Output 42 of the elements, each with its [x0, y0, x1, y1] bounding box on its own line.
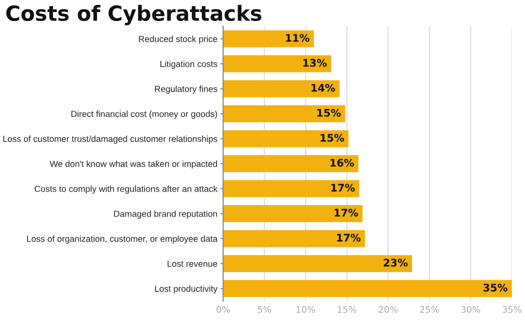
data-label: 23% — [384, 258, 408, 267]
data-label: 17% — [331, 184, 355, 192]
data-label: 17% — [334, 208, 358, 217]
x-tick-label: 30% — [461, 306, 480, 313]
chart-title: Costs of Cyberattacks — [6, 4, 262, 26]
bar — [223, 105, 346, 122]
y-tick-label: Loss of organization, customer, or employee data — [27, 235, 218, 244]
data-label: 35% — [484, 284, 508, 292]
y-tick-label: Litigation costs — [160, 60, 218, 69]
bar — [223, 155, 358, 172]
x-tick-label: 25% — [420, 306, 439, 313]
bar — [223, 205, 363, 222]
bar — [223, 255, 412, 272]
x-tick-label: 0% — [216, 306, 230, 313]
data-label: 15% — [320, 134, 344, 142]
bar — [223, 180, 360, 198]
x-tick-label: 35% — [502, 306, 522, 313]
y-tick-label: Reduced stock price — [139, 36, 218, 44]
data-label: 15% — [317, 108, 341, 117]
y-tick-label: Lost productivity — [155, 285, 218, 294]
y-tick-label: Lost revenue — [168, 260, 218, 267]
data-label: 11% — [286, 34, 310, 42]
x-tick-label: 20% — [378, 306, 398, 313]
y-tick-label: Loss of customer trust/damaged customer relationships — [3, 136, 218, 144]
bar — [223, 130, 349, 148]
y-tick-label: Regulatory fines — [155, 86, 218, 94]
y-tick-label: We don't know what was taken or impacted — [50, 160, 218, 169]
bar — [223, 280, 512, 298]
x-tick-label: 10% — [296, 306, 316, 313]
data-label: 14% — [312, 84, 335, 92]
x-tick-label: 15% — [338, 306, 356, 313]
x-tick-label: 5% — [258, 306, 272, 313]
data-label: 13% — [303, 58, 327, 67]
y-tick-label: Damaged brand reputation — [114, 210, 218, 219]
bar — [223, 80, 340, 98]
bar — [223, 230, 366, 248]
y-tick-label: Direct financial cost (money or goods) — [71, 110, 218, 119]
data-label: 17% — [337, 234, 361, 242]
y-tick-label: Costs to comply with regulations after an attack — [34, 185, 218, 194]
bar — [223, 30, 314, 48]
data-label: 16% — [330, 158, 354, 167]
bar — [223, 55, 332, 72]
